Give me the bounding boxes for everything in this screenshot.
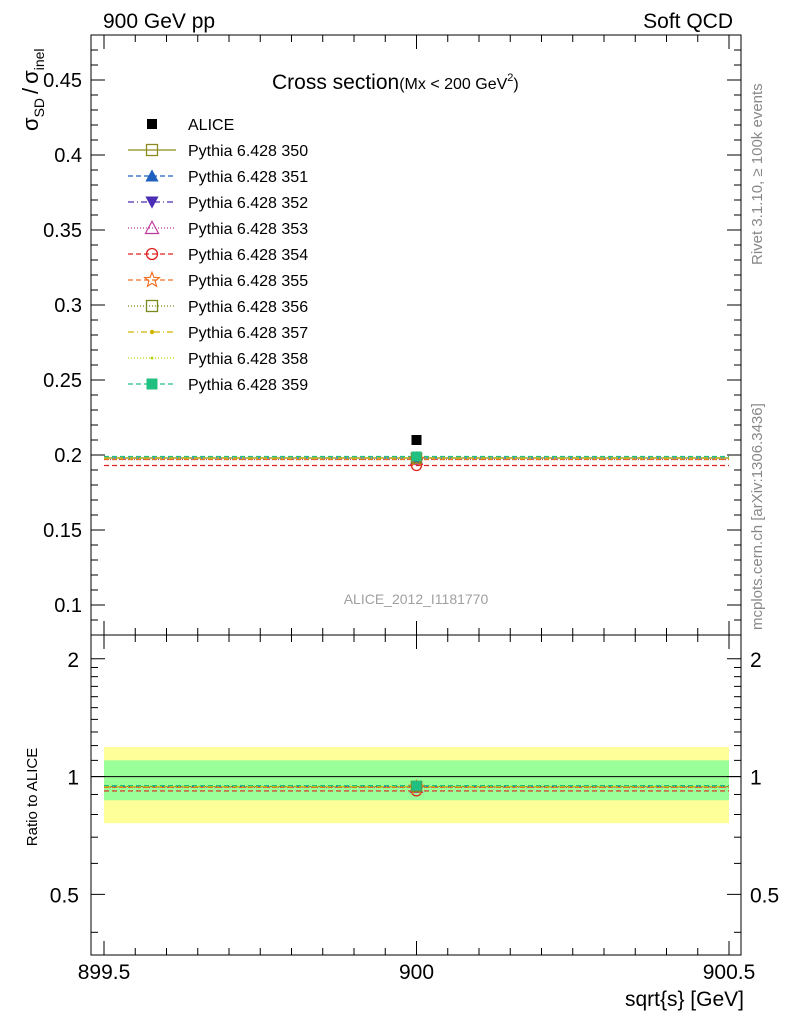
rivet-label: Rivet 3.1.10, ≥ 100k events (749, 83, 766, 265)
header-right: Soft QCD (643, 10, 733, 33)
legend-marker (149, 329, 155, 335)
legend-marker (143, 270, 161, 288)
main-ytick-label: 0.45 (43, 70, 82, 92)
legend-marker (145, 143, 159, 157)
mcplots-label: mcplots.cern.ch [arXiv:1306.3436] (749, 403, 766, 630)
legend-marker (145, 299, 159, 313)
x-tick-label: 899.5 (78, 961, 131, 984)
legend-label-alice: ALICE (188, 117, 234, 134)
main-ylabel: σSD/σinel (18, 48, 47, 131)
legend-label: Pythia 6.428 352 (188, 195, 308, 212)
main-ytick-label: 0.35 (43, 220, 82, 242)
legend-marker (146, 378, 158, 390)
main-ytick-label: 0.2 (54, 445, 82, 467)
main-title-text: Cross section (272, 71, 399, 94)
legend-marker (145, 196, 159, 209)
legend-label: Pythia 6.428 358 (188, 351, 308, 368)
data-point (411, 435, 422, 445)
svg-text:σSD/σinel: σSD/σinel (18, 48, 47, 131)
legend-label: Pythia 6.428 354 (188, 247, 308, 264)
x-axis-label: sqrt{s} [GeV] (625, 988, 744, 1011)
main-title-sup: 2 (507, 72, 513, 84)
legend-label: Pythia 6.428 353 (188, 221, 308, 238)
ylabel-sigma: σ (18, 117, 43, 131)
ratio-ytick-label-right: 2 (750, 649, 762, 672)
ratio-ytick-label-right: 0.5 (750, 884, 779, 907)
ratio-ytick-label: 0.5 (50, 884, 79, 907)
ratio-panel: 0.5 0.5 1 1 2 2 (50, 634, 779, 956)
ratio-ytick-label: 2 (67, 649, 79, 672)
main-title: Cross section(Mx < 200 GeV2) (272, 71, 519, 94)
main-ytick-label: 0.25 (43, 370, 82, 392)
main-title-sub: (Mx < 200 GeV (399, 76, 507, 93)
ylabel-slash: / (18, 87, 43, 94)
x-tick-label: 900 (399, 961, 434, 984)
legend-label: Pythia 6.428 357 (188, 325, 308, 342)
ylabel-num-sub: SD (31, 98, 47, 117)
ratio-marker (411, 780, 422, 791)
ratio-ytick-label-right: 1 (750, 767, 762, 790)
ratio-ylabel: Ratio to ALICE (24, 748, 41, 846)
legend-marker-alice (147, 119, 157, 129)
main-ytick-label: 0.15 (43, 520, 82, 542)
legend-label: Pythia 6.428 355 (188, 273, 308, 290)
legend-marker (150, 356, 154, 360)
legend-label: Pythia 6.428 359 (188, 377, 308, 394)
legend-label: Pythia 6.428 356 (188, 299, 308, 316)
main-ytick-label: 0.1 (54, 595, 82, 617)
main-title-close: ) (513, 76, 518, 93)
x-tick-label: 900.5 (703, 961, 756, 984)
main-panel: 0.1 0.15 0.2 0.25 0.3 0.35 0.4 0.45 ALICE Pythia… (43, 34, 742, 636)
legend-marker (144, 220, 160, 235)
ratio-ytick-label: 1 (67, 767, 79, 790)
main-ytick-label: 0.4 (54, 145, 82, 167)
header-left: 900 GeV pp (103, 10, 215, 33)
legend-marker (145, 169, 159, 182)
series-marker (411, 451, 422, 462)
main-ytick-label: 0.3 (54, 295, 82, 317)
legend-label: Pythia 6.428 350 (188, 143, 308, 160)
ylabel-sigma-2: σ (18, 70, 43, 84)
analysis-label: ALICE_2012_I1181770 (344, 591, 489, 607)
ylabel-den-sub: inel (31, 48, 47, 70)
legend-marker (145, 247, 159, 261)
legend-label: Pythia 6.428 351 (188, 169, 308, 186)
